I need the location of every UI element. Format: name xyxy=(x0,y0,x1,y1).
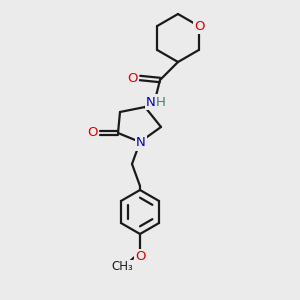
Text: N: N xyxy=(146,95,156,109)
Text: CH₃: CH₃ xyxy=(111,260,133,274)
Text: O: O xyxy=(88,127,98,140)
Text: H: H xyxy=(156,95,166,109)
Text: O: O xyxy=(194,20,205,32)
Text: O: O xyxy=(135,250,145,263)
Text: N: N xyxy=(136,136,146,149)
Text: O: O xyxy=(128,71,138,85)
